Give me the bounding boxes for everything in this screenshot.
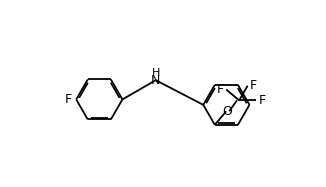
Text: F: F [250,79,257,92]
Text: F: F [259,94,266,107]
Text: O: O [222,105,232,118]
Text: F: F [65,93,72,106]
Text: H: H [152,68,160,78]
Text: N: N [151,74,160,88]
Text: F: F [217,83,224,96]
